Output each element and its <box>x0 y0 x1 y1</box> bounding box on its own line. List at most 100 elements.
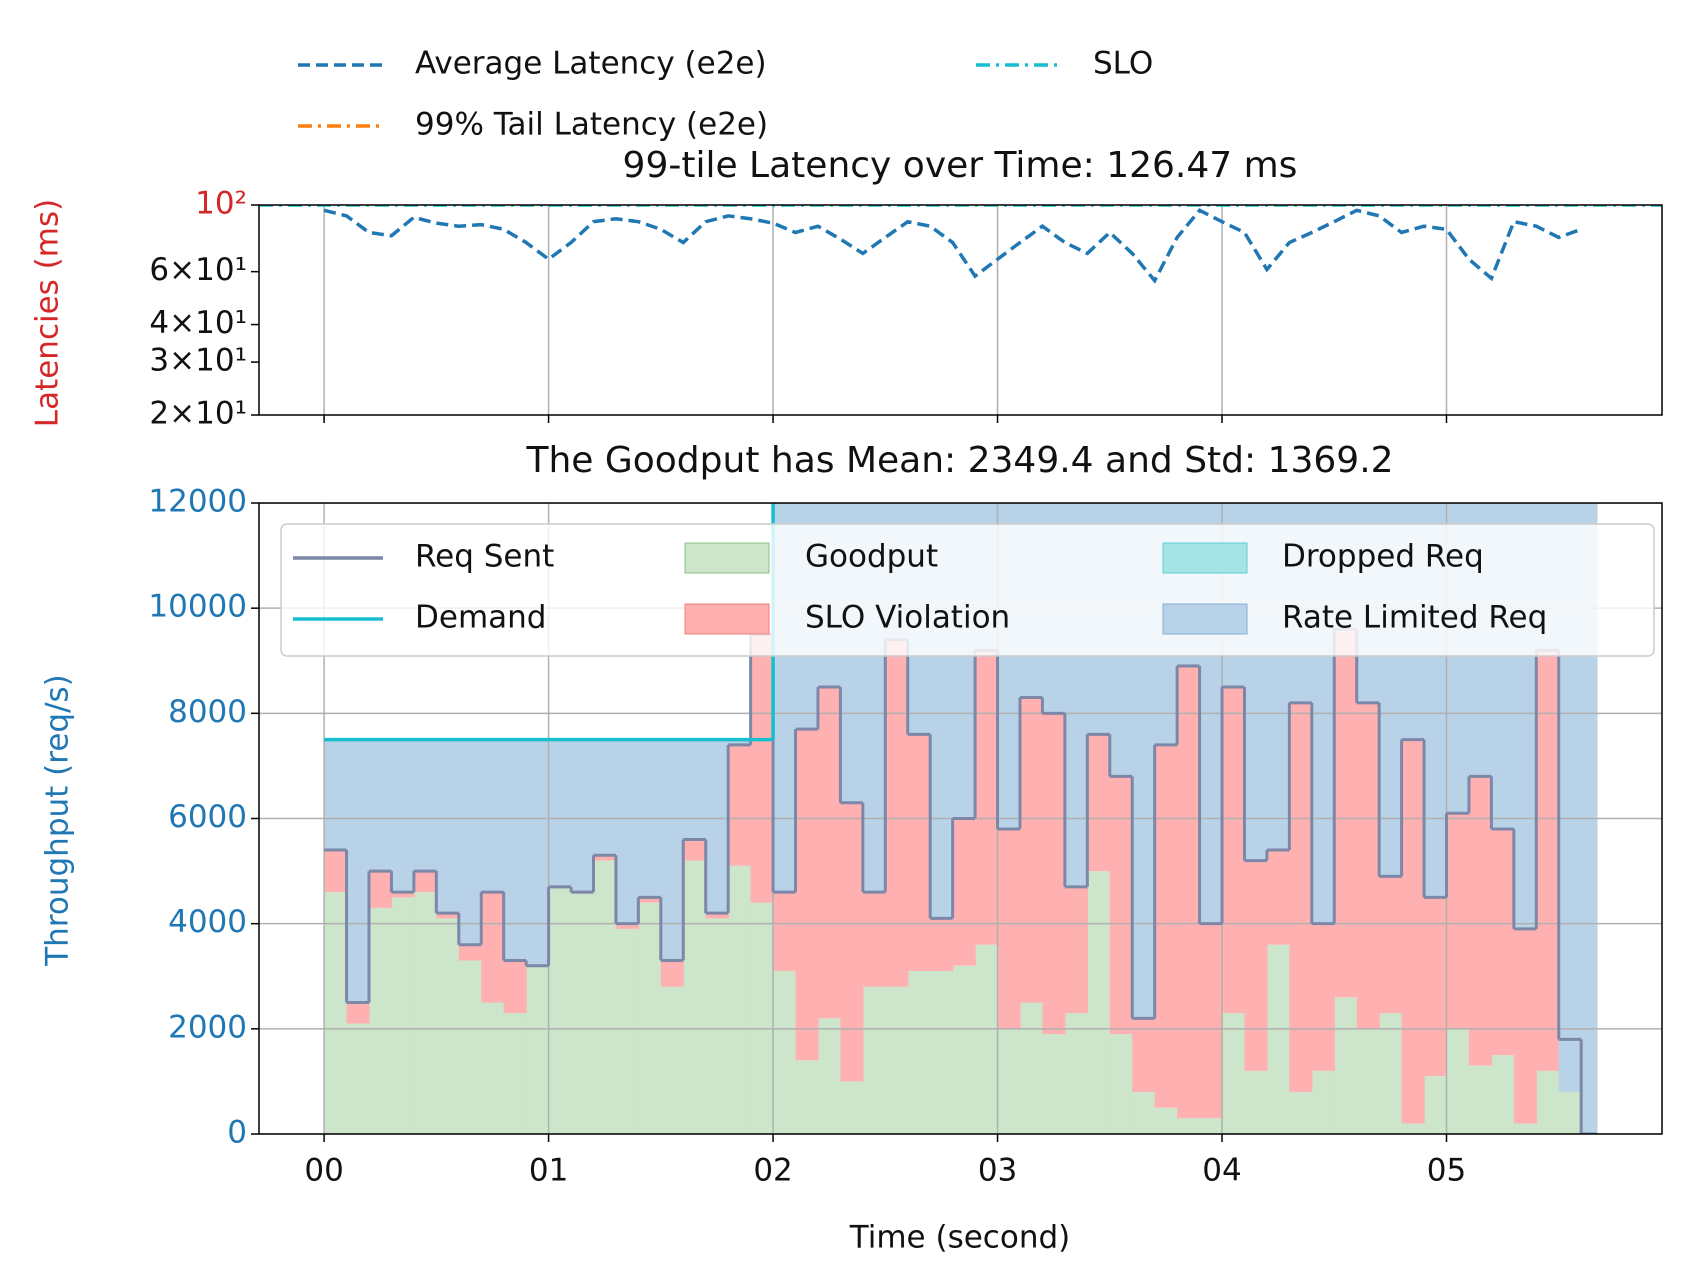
stack-segment <box>1132 1018 1156 1092</box>
stack-segment <box>1513 928 1537 1124</box>
stack-segment <box>593 860 617 1134</box>
stack-segment <box>593 855 617 861</box>
stack-segment <box>683 860 707 1134</box>
stack-segment <box>1311 923 1335 1071</box>
stack-segment <box>1513 503 1537 929</box>
stack-segment <box>1199 1118 1223 1134</box>
stack-segment <box>1468 776 1492 1066</box>
stack-segment <box>391 739 415 893</box>
stack-segment <box>481 1002 505 1134</box>
y-tick-label: 0 <box>227 1115 247 1151</box>
top-y-label: Latencies (ms) <box>30 199 66 427</box>
stack-segment <box>413 892 437 1134</box>
stack-segment <box>1042 1034 1066 1134</box>
stack-segment <box>975 650 999 945</box>
stack-segment <box>1064 1013 1088 1134</box>
stack-segment <box>481 739 505 893</box>
stack-segment <box>705 913 729 919</box>
stack-segment <box>660 739 684 961</box>
legend-label: Req Sent <box>415 539 554 575</box>
axes-frame <box>258 502 1663 1135</box>
legend-label: 99% Tail Latency (e2e) <box>415 107 768 143</box>
stack-segment <box>1064 503 1088 887</box>
stack-segment <box>593 739 617 856</box>
stack-segment <box>571 892 595 1134</box>
legend-box <box>280 523 1655 657</box>
stack-segment <box>346 1023 370 1134</box>
stack-segment <box>1401 1123 1425 1134</box>
stack-segment <box>526 965 550 1134</box>
x-tick-label: 04 <box>1202 1153 1241 1189</box>
stack-segment <box>1424 503 1448 898</box>
stack-segment <box>705 918 729 1134</box>
stack-segment <box>1536 1070 1560 1134</box>
stack-segment <box>862 892 886 987</box>
stack-segment <box>660 960 684 987</box>
stack-segment <box>481 892 505 1003</box>
x-tick-label: 05 <box>1427 1153 1466 1189</box>
stack-segment <box>1536 650 1560 1071</box>
stack-segment <box>571 739 595 893</box>
bottom-title: The Goodput has Mean: 2349.4 and Std: 13… <box>525 440 1393 481</box>
stack-segment <box>1154 744 1178 1108</box>
y-tick-label: 2×10¹ <box>149 396 247 432</box>
stack-segment <box>324 739 348 851</box>
stack-segment <box>391 897 415 1134</box>
stack-segment <box>1109 1034 1133 1134</box>
stack-segment <box>997 829 1021 1029</box>
stack-segment <box>1356 1028 1380 1134</box>
stack-segment <box>817 1018 842 1134</box>
stack-segment <box>795 1060 819 1134</box>
stack-segment <box>1401 739 1425 1124</box>
y-tick-label: 10² <box>195 186 247 222</box>
stack-segment <box>1379 876 1403 1014</box>
legend-label: Goodput <box>805 539 938 575</box>
stack-segment <box>660 986 684 1134</box>
stack-segment <box>324 850 348 893</box>
stack-segment <box>930 970 954 1134</box>
legend-label: SLO <box>1093 46 1153 82</box>
stack-segment <box>1311 1070 1335 1134</box>
stack-segment <box>548 739 572 887</box>
stack-segment <box>997 1028 1021 1134</box>
stack-segment <box>1311 503 1335 924</box>
stack-segment <box>436 913 460 919</box>
legend-swatch <box>1162 542 1248 574</box>
stack-segment <box>1132 1091 1156 1134</box>
latency-line <box>323 208 1582 284</box>
legend-label: Dropped Req <box>1282 539 1484 575</box>
stack-segment <box>683 839 707 861</box>
legend-label: Rate Limited Req <box>1282 600 1547 636</box>
stack-segment <box>368 907 393 1134</box>
stack-segment <box>458 960 482 1134</box>
stack-segment <box>795 729 819 1061</box>
stack-segment <box>1289 702 1313 1092</box>
stack-segment <box>817 687 842 1019</box>
stack-segment <box>1154 1107 1178 1134</box>
stack-segment <box>1446 1028 1470 1134</box>
stack-segment <box>728 739 752 745</box>
stack-segment <box>503 1013 527 1134</box>
stack-segment <box>907 734 931 971</box>
stack-segment <box>728 865 752 1134</box>
stack-segment <box>728 744 752 866</box>
stack-segment <box>1424 1076 1448 1134</box>
stack-segment <box>615 928 639 1134</box>
stack-segment <box>705 739 729 914</box>
stack-segment <box>750 634 774 903</box>
stack-segment <box>1491 1055 1515 1134</box>
y-tick-label: 4×10¹ <box>149 305 247 341</box>
stack-segment <box>615 739 639 924</box>
stack-segment <box>1199 923 1223 1119</box>
stack-segment <box>885 639 909 987</box>
stack-segment <box>773 892 797 971</box>
stack-segment <box>1222 687 1246 1014</box>
x-tick-label: 03 <box>978 1153 1017 1189</box>
stack-segment <box>907 970 931 1134</box>
stack-segment <box>368 739 393 872</box>
stack-segment <box>1266 850 1290 945</box>
stack-segment <box>930 503 954 919</box>
y-tick-label: 10000 <box>148 589 247 625</box>
bottom-y-label: Throughput (req/s) <box>40 674 76 967</box>
stack-segment <box>436 739 460 914</box>
